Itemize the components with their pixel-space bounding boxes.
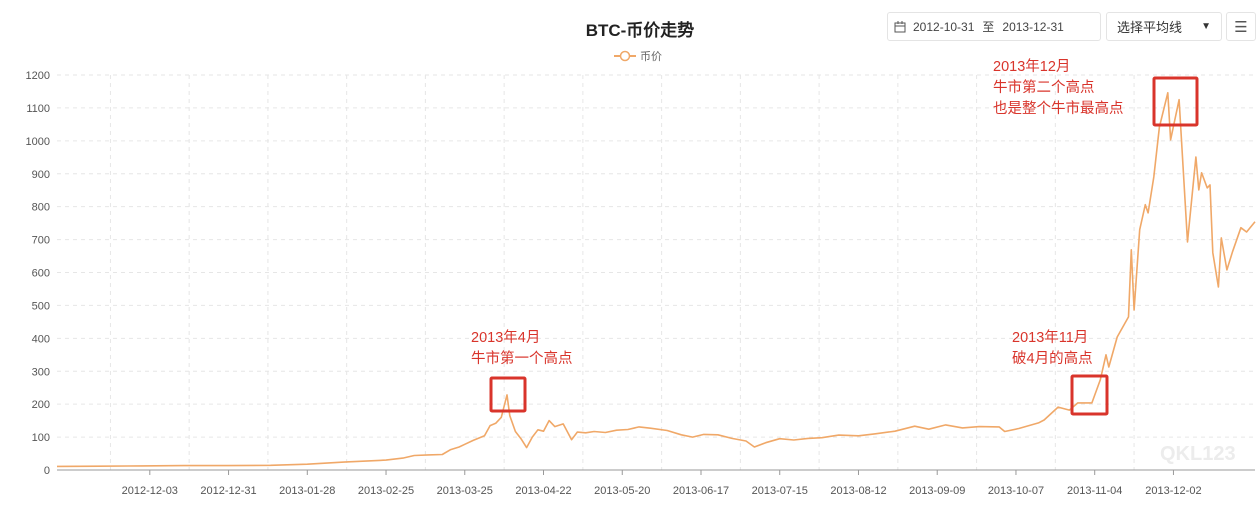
annotation-december: 2013年12月 牛市第二个高点 也是整个牛市最高点 (993, 57, 1124, 120)
y-tick-label: 900 (32, 169, 50, 181)
x-tick-label: 2013-06-17 (673, 485, 729, 497)
date-range-picker[interactable]: 2012-10-31 至 2013-12-31 (887, 12, 1101, 41)
x-tick-label: 2013-04-22 (515, 485, 571, 497)
legend-item[interactable]: 币价 (614, 48, 662, 64)
y-tick-label: 0 (44, 465, 50, 477)
annotation-line: 牛市第一个高点 (471, 351, 573, 367)
y-tick-label: 100 (32, 432, 50, 444)
annotation-box (1070, 374, 1109, 416)
y-tick-label: 400 (32, 333, 50, 345)
caret-down-icon: ▼ (1201, 21, 1211, 32)
annotation-line: 牛市第二个高点 (993, 80, 1095, 96)
legend-label: 币价 (640, 51, 662, 63)
date-end[interactable]: 2013-12-31 (1002, 19, 1064, 34)
calendar-icon (894, 20, 906, 32)
x-tick-label: 2013-11-04 (1067, 485, 1122, 497)
x-tick-label: 2013-10-07 (988, 485, 1044, 497)
x-tick-label: 2013-02-25 (358, 485, 414, 497)
chart-title: BTC-币价走势 (585, 21, 695, 40)
y-tick-label: 200 (32, 399, 50, 411)
annotation-line: 也是整个牛市最高点 (993, 101, 1124, 117)
x-tick-label: 2012-12-03 (122, 485, 178, 497)
legend-line-circle-icon (614, 50, 636, 62)
annotation-line: 2013年12月 (993, 59, 1071, 75)
hamburger-icon: ☰ (1234, 18, 1248, 36)
y-tick-label: 700 (32, 235, 50, 247)
y-tick-label: 1000 (26, 136, 50, 148)
y-tick-label: 1100 (26, 103, 50, 115)
annotation-box (1152, 76, 1199, 127)
annotation-box (489, 376, 527, 413)
x-tick-label: 2013-01-28 (279, 485, 335, 497)
x-tick-label: 2013-07-15 (752, 485, 808, 497)
annotation-line: 2013年4月 (471, 330, 541, 346)
annotation-april: 2013年4月 牛市第一个高点 (471, 328, 573, 370)
menu-button[interactable]: ☰ (1226, 12, 1256, 41)
x-tick-label: 2013-05-20 (594, 485, 650, 497)
x-tick-label: 2013-12-02 (1145, 485, 1201, 497)
price-line (56, 92, 1256, 468)
y-tick-label: 600 (32, 268, 50, 280)
watermark-logo: QKL123 (1160, 443, 1236, 465)
x-tick-label: 2013-09-09 (909, 485, 965, 497)
annotation-line: 破4月的高点 (1012, 351, 1093, 367)
date-separator: 至 (982, 20, 995, 34)
y-tick-label: 500 (32, 300, 50, 312)
x-tick-label: 2013-08-12 (830, 485, 886, 497)
moving-average-select[interactable]: 选择平均线 ▼ (1106, 12, 1222, 41)
date-start[interactable]: 2012-10-31 (913, 19, 975, 34)
y-tick-label: 800 (32, 202, 50, 214)
x-tick-label: 2012-12-31 (200, 485, 256, 497)
moving-average-select-label: 选择平均线 (1117, 20, 1183, 35)
x-tick-label: 2013-03-25 (437, 485, 493, 497)
y-tick-label: 300 (32, 366, 50, 378)
annotation-november: 2013年11月 破4月的高点 (1012, 328, 1093, 370)
annotation-line: 2013年11月 (1012, 330, 1089, 346)
y-tick-label: 1200 (26, 70, 50, 82)
